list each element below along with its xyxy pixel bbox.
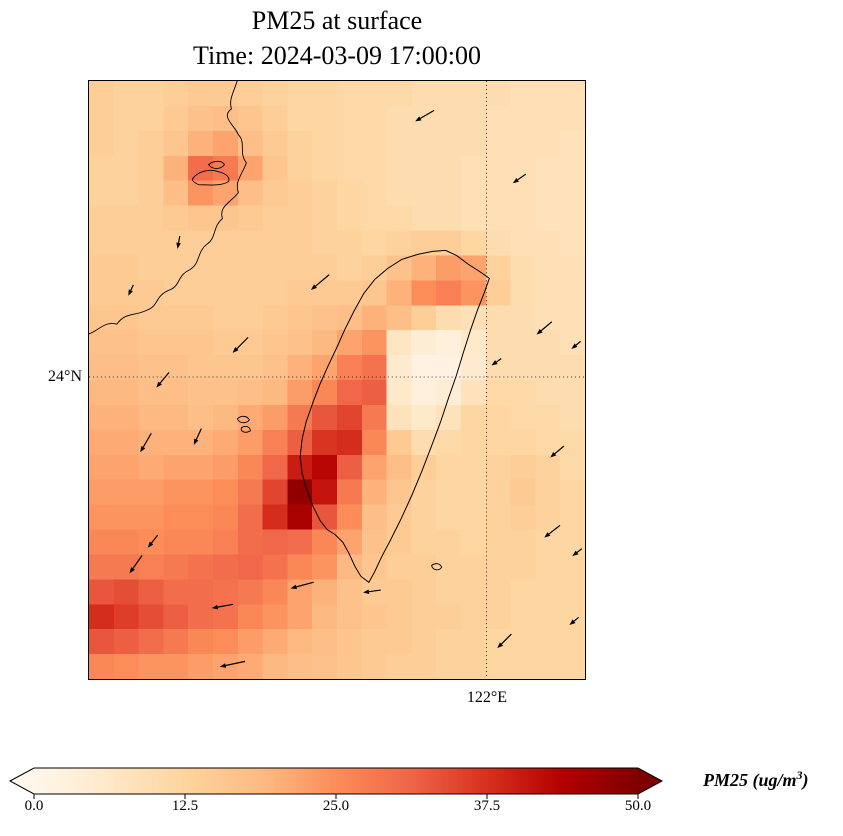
colorbar-label: PM25 (ug/m3) bbox=[703, 768, 809, 790]
chart-title-line1: PM25 at surface bbox=[251, 6, 423, 35]
colorbar-tick-label-1: 12.5 bbox=[171, 798, 199, 814]
chart-title-line2: Time: 2024-03-09 17:00:00 bbox=[193, 41, 481, 70]
coastline-taiwan bbox=[299, 249, 490, 584]
map-plot-area bbox=[88, 80, 586, 680]
map-overlay-svg bbox=[89, 81, 585, 679]
colorbar-tick-label-4: 50.0 bbox=[624, 798, 652, 814]
coastline-mainland bbox=[89, 81, 247, 335]
colorbar-gradient-bar bbox=[8, 767, 664, 795]
colorbar-tick-label-3: 37.5 bbox=[473, 798, 501, 814]
lon-tick-label: 122°E bbox=[466, 689, 508, 706]
lat-tick-label: 24°N bbox=[48, 368, 82, 385]
islands bbox=[191, 160, 443, 571]
colorbar bbox=[8, 767, 664, 799]
colorbar-tick-label-0: 0.0 bbox=[24, 798, 44, 814]
heatmap-canvas bbox=[89, 81, 585, 679]
colorbar-ticks bbox=[33, 794, 639, 799]
colorbar-tick-label-2: 25.0 bbox=[322, 798, 350, 814]
wind-arrows-group bbox=[128, 109, 583, 668]
